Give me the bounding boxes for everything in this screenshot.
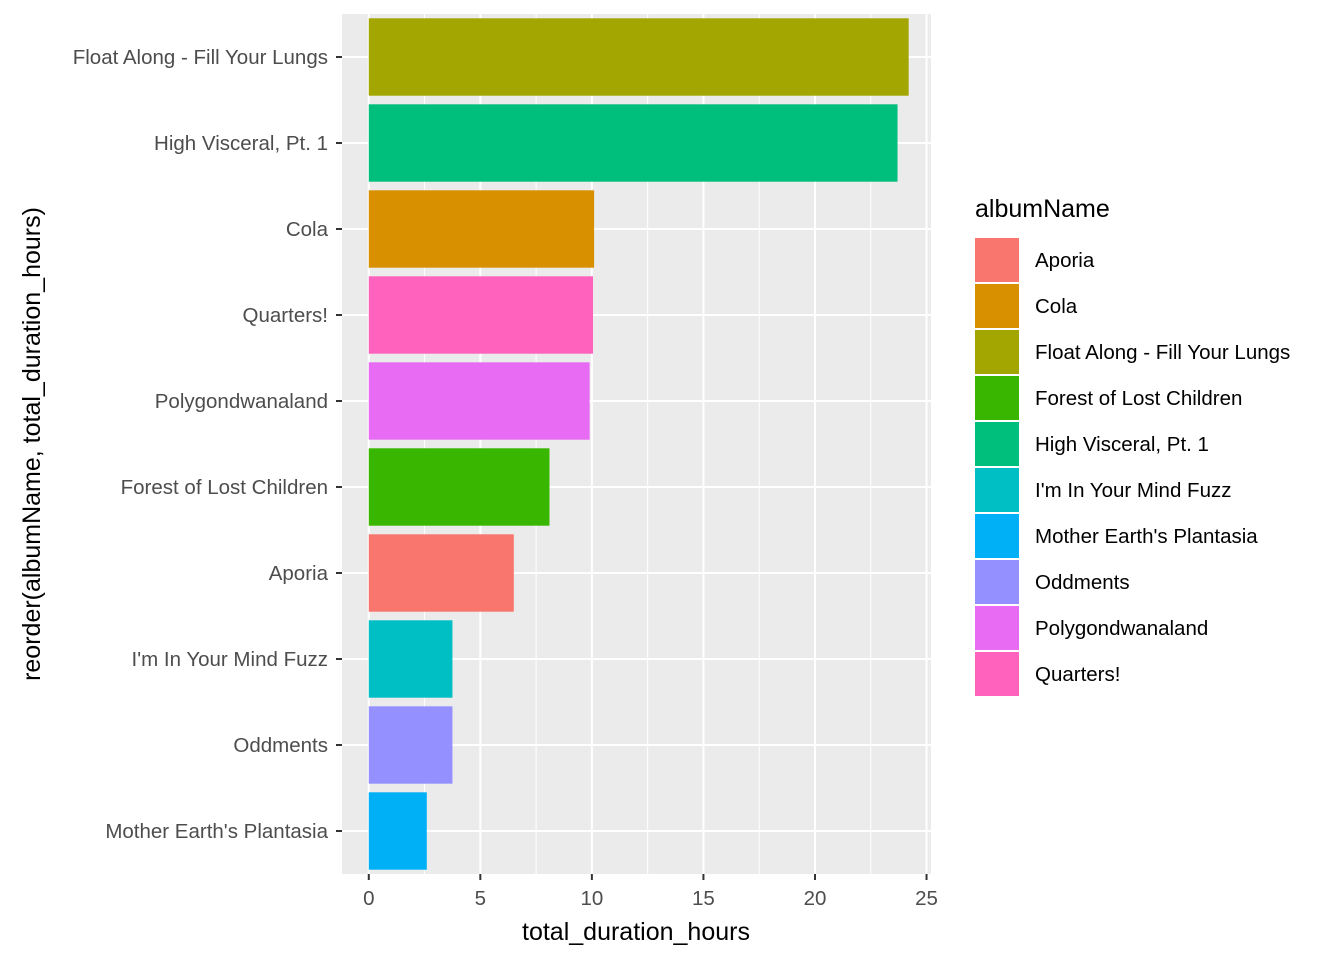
legend-label: Polygondwanaland	[1035, 617, 1208, 640]
y-tick-label: Float Along - Fill Your Lungs	[73, 46, 328, 69]
legend-label: High Visceral, Pt. 1	[1035, 433, 1209, 456]
legend-label: Mother Earth's Plantasia	[1035, 525, 1258, 548]
legend-label: Oddments	[1035, 571, 1130, 594]
bars	[368, 18, 909, 870]
legend-key	[975, 422, 1019, 466]
y-tick-label: Mother Earth's Plantasia	[105, 820, 328, 843]
legend-key	[975, 514, 1019, 558]
bar	[368, 620, 453, 698]
legend-title: albumName	[975, 195, 1110, 223]
x-tick-label: 10	[580, 887, 603, 910]
bar	[368, 448, 550, 526]
x-axis-title: total_duration_hours	[522, 918, 750, 946]
legend-key	[975, 284, 1019, 328]
x-tick-label: 0	[363, 887, 374, 910]
legend-key	[975, 330, 1019, 374]
legend-key	[975, 376, 1019, 420]
y-axis-ticks: Float Along - Fill Your Lungs High Viscer…	[73, 46, 342, 843]
legend-label: I'm In Your Mind Fuzz	[1035, 479, 1231, 502]
legend-key	[975, 238, 1019, 282]
y-axis-title: reorder(albumName, total_duration_hours)	[18, 207, 46, 681]
y-tick-label: Polygondwanaland	[155, 390, 328, 413]
y-tick-label: High Visceral, Pt. 1	[154, 132, 328, 155]
bar	[368, 362, 590, 440]
bar	[368, 792, 427, 870]
bar	[368, 104, 898, 182]
y-tick-label: Oddments	[233, 734, 328, 757]
legend-label: Float Along - Fill Your Lungs	[1035, 341, 1290, 364]
x-tick-label: 20	[804, 887, 827, 910]
x-tick-label: 5	[475, 887, 486, 910]
x-tick-label: 25	[915, 887, 938, 910]
x-tick-label: 15	[692, 887, 715, 910]
legend-label: Quarters!	[1035, 663, 1120, 686]
y-tick-label: Quarters!	[243, 304, 328, 327]
legend-key	[975, 468, 1019, 512]
y-tick-label: I'm In Your Mind Fuzz	[132, 648, 328, 671]
y-tick-label: Aporia	[269, 562, 329, 585]
legend-key	[975, 606, 1019, 650]
legend-label: Aporia	[1035, 249, 1095, 272]
bar	[368, 276, 593, 354]
y-tick-label: Cola	[286, 218, 329, 241]
bar	[368, 706, 453, 784]
legend: albumName Aporia Cola Float Along - Fill Y…	[975, 195, 1290, 696]
bar	[368, 18, 909, 96]
bar	[368, 190, 595, 268]
legend-label: Cola	[1035, 295, 1078, 318]
y-tick-label: Forest of Lost Children	[121, 476, 328, 499]
legend-key	[975, 560, 1019, 604]
bar	[368, 534, 514, 612]
legend-key	[975, 652, 1019, 696]
legend-label: Forest of Lost Children	[1035, 387, 1242, 410]
x-axis-ticks: 0 5 10 15 20 25	[363, 874, 938, 910]
